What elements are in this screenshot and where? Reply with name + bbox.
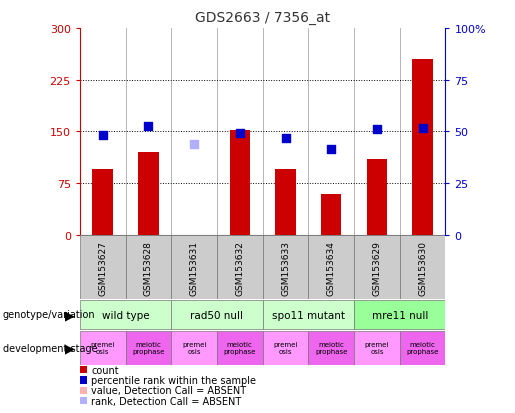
Point [190, 141, 198, 148]
Text: development stage: development stage [3, 343, 97, 353]
Bar [400, 235, 445, 299]
Bar [413, 60, 433, 235]
Point [144, 123, 152, 130]
Bar [171, 331, 217, 365]
Bar [171, 300, 263, 330]
Text: GSM153627: GSM153627 [98, 240, 107, 295]
Bar [354, 300, 445, 330]
Bar [126, 331, 171, 365]
Text: meiotic
prophase: meiotic prophase [224, 342, 256, 354]
Bar [217, 235, 263, 299]
Text: rad50 null: rad50 null [191, 310, 244, 320]
Text: GSM153633: GSM153633 [281, 240, 290, 295]
Bar [321, 194, 341, 235]
Point [98, 132, 107, 139]
Text: meiotic
prophase: meiotic prophase [315, 342, 348, 354]
Bar [138, 153, 159, 235]
Text: premei
osis: premei osis [91, 342, 115, 354]
Text: meiotic
prophase: meiotic prophase [132, 342, 165, 354]
Bar [400, 331, 445, 365]
Point [327, 146, 335, 153]
Text: rank, Detection Call = ABSENT: rank, Detection Call = ABSENT [91, 396, 242, 406]
Text: ▶: ▶ [65, 308, 75, 321]
Text: value, Detection Call = ABSENT: value, Detection Call = ABSENT [91, 385, 246, 395]
Bar [263, 331, 308, 365]
Title: GDS2663 / 7356_at: GDS2663 / 7356_at [195, 11, 330, 25]
Bar [126, 235, 171, 299]
Bar [80, 331, 126, 365]
Bar [275, 170, 296, 235]
Text: GSM153632: GSM153632 [235, 240, 244, 295]
Text: premei
osis: premei osis [273, 342, 298, 354]
Bar [367, 160, 387, 235]
Bar [171, 235, 217, 299]
Text: genotype/variation: genotype/variation [3, 310, 95, 320]
Text: wild type: wild type [102, 310, 149, 320]
Text: spo11 mutant: spo11 mutant [272, 310, 345, 320]
Text: premei
osis: premei osis [365, 342, 389, 354]
Bar [354, 331, 400, 365]
Bar [308, 331, 354, 365]
Bar [263, 235, 308, 299]
Point [281, 136, 289, 142]
Text: mre11 null: mre11 null [372, 310, 428, 320]
Text: percentile rank within the sample: percentile rank within the sample [91, 375, 256, 385]
Bar [263, 300, 354, 330]
Text: GSM153628: GSM153628 [144, 240, 153, 295]
Bar [80, 300, 171, 330]
Text: GSM153631: GSM153631 [190, 240, 199, 295]
Point [236, 130, 244, 137]
Text: GSM153634: GSM153634 [327, 240, 336, 295]
Bar [308, 235, 354, 299]
Text: ▶: ▶ [65, 341, 75, 354]
Text: meiotic
prophase: meiotic prophase [406, 342, 439, 354]
Text: premei
osis: premei osis [182, 342, 207, 354]
Point [419, 126, 427, 132]
Text: GSM153630: GSM153630 [418, 240, 427, 295]
Text: count: count [91, 365, 119, 375]
Bar [80, 235, 126, 299]
Bar [354, 235, 400, 299]
Bar [92, 170, 113, 235]
Text: GSM153629: GSM153629 [372, 240, 382, 295]
Bar [230, 131, 250, 235]
Bar [217, 331, 263, 365]
Point [373, 127, 381, 133]
